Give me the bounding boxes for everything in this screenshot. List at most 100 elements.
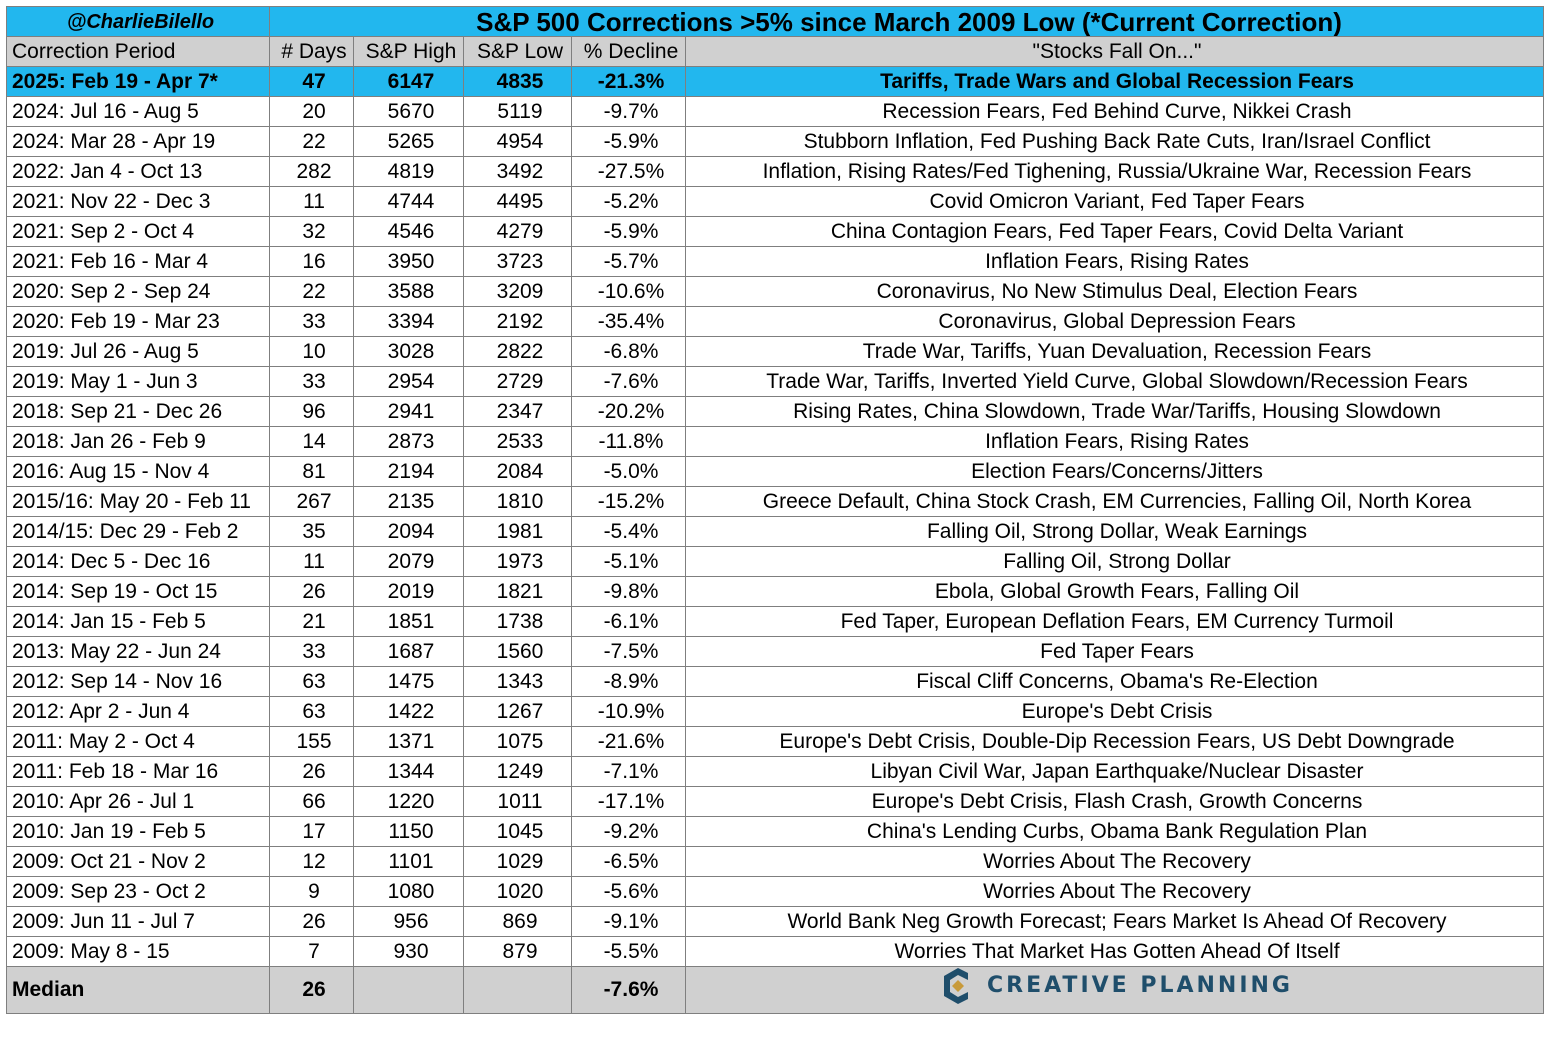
cell-low: 2084 [463, 456, 572, 487]
cell-high: 4819 [353, 156, 464, 187]
cell-high: 3028 [353, 336, 464, 367]
cell-period: 2020: Feb 19 - Mar 23 [6, 306, 270, 337]
cell-decline: -21.6% [571, 726, 686, 757]
cell-decline: -7.1% [571, 756, 686, 787]
table-row: 2012: Apr 2 - Jun 4 63 1422 1267 -10.9% Europ… [6, 696, 1544, 727]
cell-cause: Recession Fears, Fed Behind Curve, Nikke… [685, 96, 1544, 127]
cell-decline: -6.5% [571, 846, 686, 877]
cell-cause: Falling Oil, Strong Dollar [685, 546, 1544, 577]
cell-high: 6147 [353, 66, 464, 97]
cell-decline: -5.9% [571, 126, 686, 157]
cell-low: 2822 [463, 336, 572, 367]
cell-days: 12 [269, 846, 354, 877]
col-header-period: Correction Period [6, 36, 270, 67]
cell-period: 2024: Jul 16 - Aug 5 [6, 96, 270, 127]
cell-low: 1981 [463, 516, 572, 547]
cell-cause: Europe's Debt Crisis [685, 696, 1544, 727]
table-row: 2009: Sep 23 - Oct 2 9 1080 1020 -5.6% Worrie… [6, 876, 1544, 907]
cell-low: 2533 [463, 426, 572, 457]
cell-decline: -17.1% [571, 786, 686, 817]
cell-period: 2014/15: Dec 29 - Feb 2 [6, 516, 270, 547]
cell-high: 2941 [353, 396, 464, 427]
table-row: 2014: Sep 19 - Oct 15 26 2019 1821 -9.8% Ebol… [6, 576, 1544, 607]
cell-decline: -8.9% [571, 666, 686, 697]
table-row: 2011: May 2 - Oct 4 155 1371 1075 -21.6% Euro… [6, 726, 1544, 757]
cell-low: 1560 [463, 636, 572, 667]
cell-high: 1475 [353, 666, 464, 697]
cell-low: 1810 [463, 486, 572, 517]
cell-days: 22 [269, 276, 354, 307]
table-row: 2013: May 22 - Jun 24 33 1687 1560 -7.5% Fed … [6, 636, 1544, 667]
cell-low: 1045 [463, 816, 572, 847]
cell-decline: -9.2% [571, 816, 686, 847]
cell-period: 2019: May 1 - Jun 3 [6, 366, 270, 397]
cell-days: 33 [269, 306, 354, 337]
cell-cause: Fiscal Cliff Concerns, Obama's Re-Electi… [685, 666, 1544, 697]
cell-cause: Inflation Fears, Rising Rates [685, 426, 1544, 457]
cell-decline: -5.0% [571, 456, 686, 487]
cell-high: 4744 [353, 186, 464, 217]
cell-high: 3588 [353, 276, 464, 307]
cell-cause: Europe's Debt Crisis, Flash Crash, Growt… [685, 786, 1544, 817]
median-high-empty [353, 966, 464, 1014]
cell-low: 1343 [463, 666, 572, 697]
cell-high: 1344 [353, 756, 464, 787]
cell-high: 5265 [353, 126, 464, 157]
cell-high: 5670 [353, 96, 464, 127]
table-row: 2011: Feb 18 - Mar 16 26 1344 1249 -7.1% Liby… [6, 756, 1544, 787]
cell-period: 2022: Jan 4 - Oct 13 [6, 156, 270, 187]
table-row: 2016: Aug 15 - Nov 4 81 2194 2084 -5.0% Elect… [6, 456, 1544, 487]
creative-planning-logo-icon [944, 968, 968, 1004]
table-row: 2009: Jun 11 - Jul 7 26 956 869 -9.1% World B… [6, 906, 1544, 937]
cell-low: 869 [463, 906, 572, 937]
cell-low: 3723 [463, 246, 572, 277]
cell-cause: Europe's Debt Crisis, Double-Dip Recessi… [685, 726, 1544, 757]
table-row: 2020: Feb 19 - Mar 23 33 3394 2192 -35.4% Cor… [6, 306, 1544, 337]
cell-high: 1851 [353, 606, 464, 637]
cell-low: 4279 [463, 216, 572, 247]
cell-days: 11 [269, 546, 354, 577]
table-row: 2019: May 1 - Jun 3 33 2954 2729 -7.6% Trade … [6, 366, 1544, 397]
cell-low: 1020 [463, 876, 572, 907]
cell-cause: Fed Taper, European Deflation Fears, EM … [685, 606, 1544, 637]
cell-decline: -10.6% [571, 276, 686, 307]
logo-text: CREATIVE PLANNING [987, 973, 1293, 998]
cell-decline: -11.8% [571, 426, 686, 457]
cell-decline: -7.6% [571, 366, 686, 397]
cell-low: 5119 [463, 96, 572, 127]
cell-high: 1422 [353, 696, 464, 727]
cell-cause: Worries About The Recovery [685, 846, 1544, 877]
logo-cell: CREATIVE PLANNING [685, 966, 1544, 1014]
cell-decline: -6.8% [571, 336, 686, 367]
cell-period: 2014: Jan 15 - Feb 5 [6, 606, 270, 637]
table-row: 2021: Sep 2 - Oct 4 32 4546 4279 -5.9% China … [6, 216, 1544, 247]
table-title: S&P 500 Corrections >5% since March 2009… [269, 6, 1544, 37]
cell-cause: Greece Default, China Stock Crash, EM Cu… [685, 486, 1544, 517]
cell-low: 3209 [463, 276, 572, 307]
cell-period: 2021: Feb 16 - Mar 4 [6, 246, 270, 277]
cell-days: 11 [269, 186, 354, 217]
cell-high: 2194 [353, 456, 464, 487]
table-row: 2018: Jan 26 - Feb 9 14 2873 2533 -11.8% Infl… [6, 426, 1544, 457]
cell-high: 2135 [353, 486, 464, 517]
cell-cause: China's Lending Curbs, Obama Bank Regula… [685, 816, 1544, 847]
col-header-cause: "Stocks Fall On..." [685, 36, 1544, 67]
table-row: 2009: May 8 - 15 7 930 879 -5.5% Worries That… [6, 936, 1544, 967]
author-handle: @CharlieBilello [6, 6, 270, 37]
cell-low: 2729 [463, 366, 572, 397]
cell-days: 63 [269, 696, 354, 727]
cell-decline: -5.5% [571, 936, 686, 967]
cell-period: 2018: Sep 21 - Dec 26 [6, 396, 270, 427]
cell-days: 96 [269, 396, 354, 427]
cell-high: 956 [353, 906, 464, 937]
cell-low: 1973 [463, 546, 572, 577]
cell-period: 2025: Feb 19 - Apr 7* [6, 66, 270, 97]
cell-period: 2010: Jan 19 - Feb 5 [6, 816, 270, 847]
table-row: 2010: Apr 26 - Jul 1 66 1220 1011 -17.1% Euro… [6, 786, 1544, 817]
cell-low: 1249 [463, 756, 572, 787]
cell-decline: -5.2% [571, 186, 686, 217]
cell-high: 2019 [353, 576, 464, 607]
table-row: 2024: Mar 28 - Apr 19 22 5265 4954 -5.9% Stub… [6, 126, 1544, 157]
col-header-decline: % Decline [571, 36, 686, 67]
cell-cause: China Contagion Fears, Fed Taper Fears, … [685, 216, 1544, 247]
